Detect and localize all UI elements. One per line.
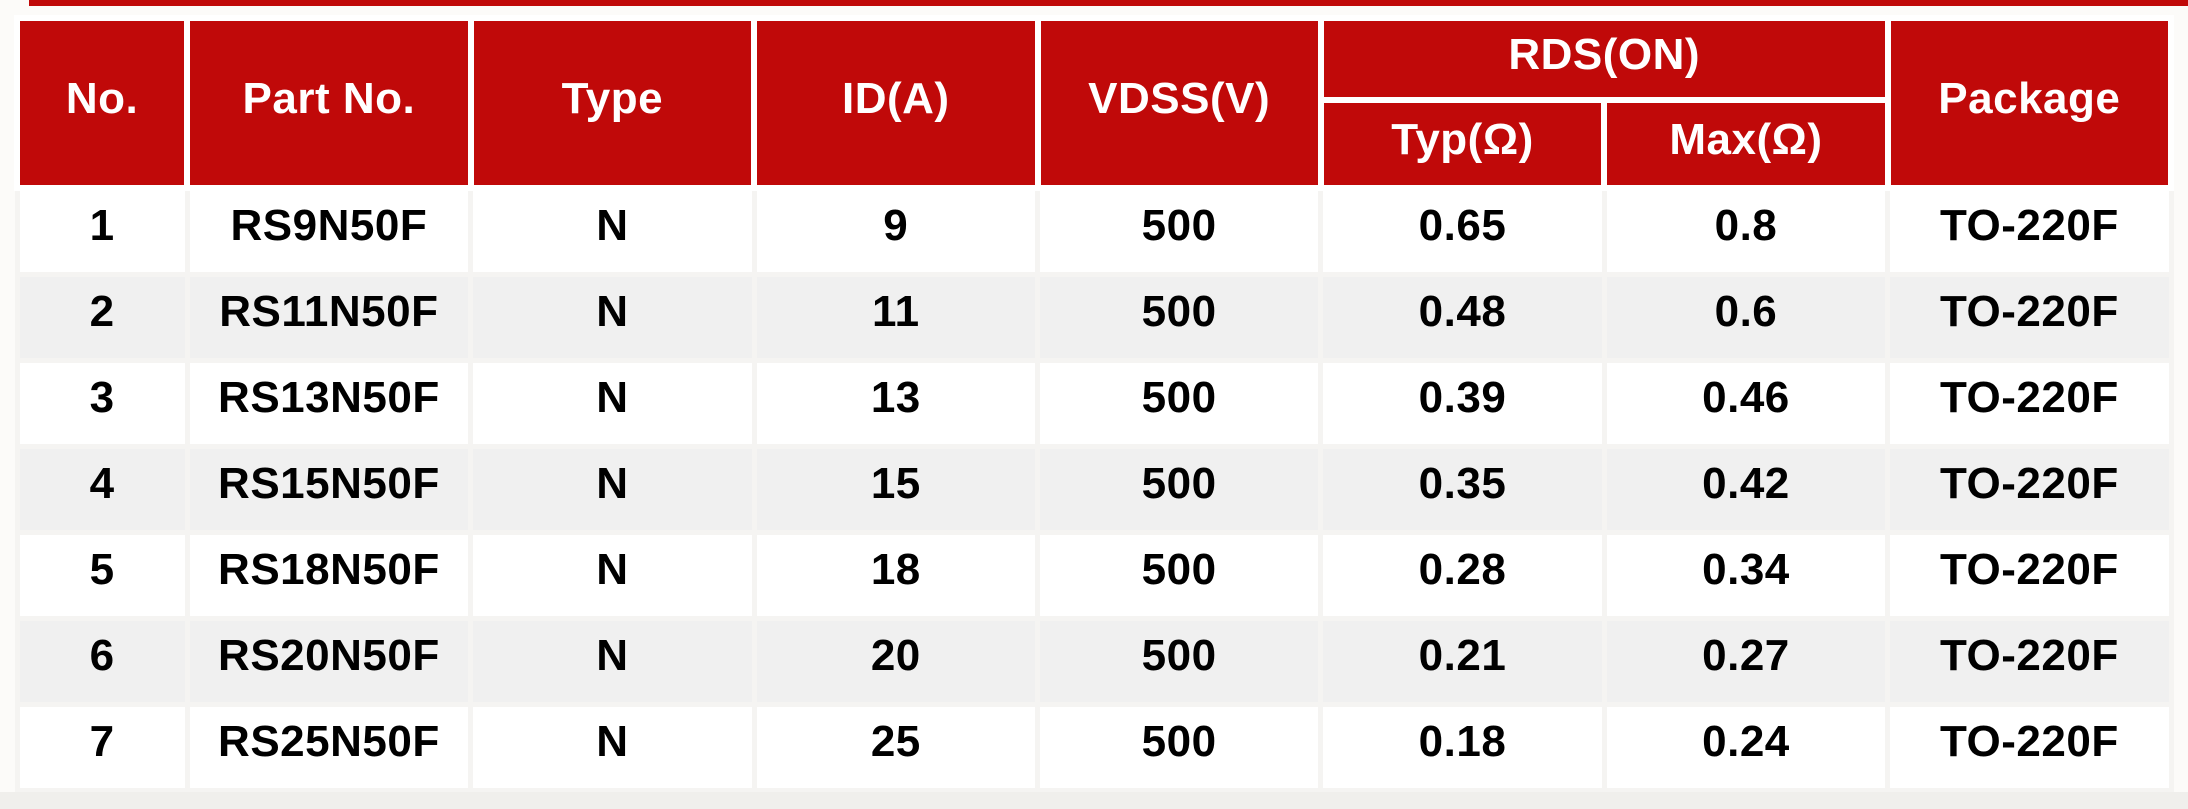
cell-package: TO-220F (1885, 357, 2174, 449)
cell-rds-max: 0.27 (1601, 615, 1891, 707)
cell-vdss-v: 500 (1035, 271, 1324, 363)
table-body: 1 RS9N50F N 9 500 0.65 0.8 TO-220F 2 RS1… (14, 185, 2174, 793)
cell-part-no: RS18N50F (184, 529, 474, 621)
header-cell-no: No. (13, 15, 191, 191)
table-row: 5 RS18N50F N 18 500 0.28 0.34 TO-220F (14, 529, 2174, 621)
mosfet-spec-table: No. Part No. Type ID(A) VDSS(V) RDS(ON) … (13, 15, 2175, 793)
cell-id-a: 18 (751, 529, 1041, 621)
cell-type: N (468, 271, 757, 363)
header-cell-type: Type (467, 15, 758, 191)
cell-vdss-v: 500 (1035, 701, 1324, 793)
cell-package: TO-220F (1885, 701, 2174, 793)
cell-id-a: 25 (751, 701, 1041, 793)
cell-rds-typ: 0.18 (1318, 701, 1607, 793)
cell-package: TO-220F (1885, 271, 2174, 363)
cell-type: N (468, 357, 757, 449)
cell-no: 4 (14, 443, 190, 535)
cell-no: 2 (14, 271, 190, 363)
cell-rds-typ: 0.39 (1318, 357, 1607, 449)
cell-type: N (468, 443, 757, 535)
cell-no: 7 (14, 701, 190, 793)
cell-vdss-v: 500 (1035, 615, 1324, 707)
cell-id-a: 15 (751, 443, 1041, 535)
cell-type: N (468, 701, 757, 793)
header-cell-rds-on: RDS(ON) (1317, 15, 1891, 103)
cell-no: 6 (14, 615, 190, 707)
table-row: 2 RS11N50F N 11 500 0.48 0.6 TO-220F (14, 271, 2174, 363)
cell-rds-typ: 0.21 (1318, 615, 1607, 707)
table-row: 1 RS9N50F N 9 500 0.65 0.8 TO-220F (14, 185, 2174, 277)
header-cell-part-no: Part No. (184, 15, 474, 191)
table-row: 3 RS13N50F N 13 500 0.39 0.46 TO-220F (14, 357, 2174, 449)
cell-vdss-v: 500 (1035, 529, 1324, 621)
table-row: 7 RS25N50F N 25 500 0.18 0.24 TO-220F (14, 701, 2174, 793)
cell-part-no: RS11N50F (184, 271, 474, 363)
cell-part-no: RS13N50F (184, 357, 474, 449)
cell-type: N (468, 615, 757, 707)
bottom-strip (0, 792, 2188, 809)
cell-no: 5 (14, 529, 190, 621)
header-cell-vdss-v: VDSS(V) (1034, 15, 1324, 191)
cell-rds-max: 0.24 (1601, 701, 1891, 793)
cell-part-no: RS25N50F (184, 701, 474, 793)
cell-rds-typ: 0.48 (1318, 271, 1607, 363)
cell-rds-max: 0.42 (1601, 443, 1891, 535)
table-row: 6 RS20N50F N 20 500 0.21 0.27 TO-220F (14, 615, 2174, 707)
header-cell-id-a: ID(A) (751, 15, 1041, 191)
table-row: 4 RS15N50F N 15 500 0.35 0.42 TO-220F (14, 443, 2174, 535)
cell-package: TO-220F (1885, 615, 2174, 707)
cell-part-no: RS9N50F (184, 185, 474, 277)
table-header: No. Part No. Type ID(A) VDSS(V) RDS(ON) … (13, 15, 2175, 191)
header-cell-package: Package (1884, 15, 2175, 191)
cell-id-a: 13 (751, 357, 1041, 449)
top-red-strip (29, 0, 2188, 6)
cell-rds-max: 0.34 (1601, 529, 1891, 621)
cell-vdss-v: 500 (1035, 185, 1324, 277)
cell-rds-max: 0.6 (1601, 271, 1891, 363)
cell-rds-typ: 0.28 (1318, 529, 1607, 621)
cell-rds-max: 0.46 (1601, 357, 1891, 449)
cell-id-a: 20 (751, 615, 1041, 707)
cell-no: 1 (14, 185, 190, 277)
cell-rds-max: 0.8 (1601, 185, 1891, 277)
cell-type: N (468, 185, 757, 277)
header-cell-rds-max: Max(Ω) (1601, 97, 1891, 191)
cell-vdss-v: 500 (1035, 357, 1324, 449)
cell-part-no: RS20N50F (184, 615, 474, 707)
cell-no: 3 (14, 357, 190, 449)
cell-id-a: 9 (751, 185, 1041, 277)
cell-package: TO-220F (1885, 443, 2174, 535)
cell-package: TO-220F (1885, 529, 2174, 621)
cell-part-no: RS15N50F (184, 443, 474, 535)
cell-vdss-v: 500 (1035, 443, 1324, 535)
cell-type: N (468, 529, 757, 621)
cell-rds-typ: 0.35 (1318, 443, 1607, 535)
cell-package: TO-220F (1885, 185, 2174, 277)
cell-rds-typ: 0.65 (1318, 185, 1607, 277)
header-cell-rds-typ: Typ(Ω) (1317, 97, 1608, 191)
cell-id-a: 11 (751, 271, 1041, 363)
